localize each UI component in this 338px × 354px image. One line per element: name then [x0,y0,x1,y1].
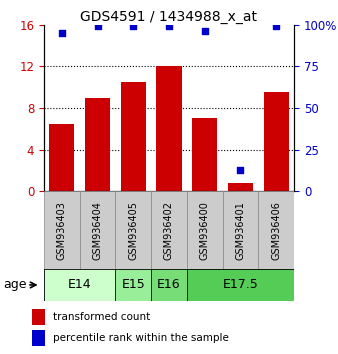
Point [130,24,136,29]
Point [59,30,65,36]
Bar [80,191,115,269]
Text: GSM936402: GSM936402 [164,201,174,259]
Bar [228,183,253,191]
Bar [151,269,187,301]
Text: E17.5: E17.5 [223,279,258,291]
Bar [156,67,182,191]
Point [202,29,208,34]
Text: GSM936403: GSM936403 [57,201,67,259]
Bar [49,124,74,191]
Bar [192,118,217,191]
Bar [264,92,289,191]
Text: E16: E16 [157,279,181,291]
Point [238,167,243,172]
Title: GDS4591 / 1434988_x_at: GDS4591 / 1434988_x_at [80,10,258,24]
Text: percentile rank within the sample: percentile rank within the sample [53,333,229,343]
Point [166,24,172,29]
Point [273,24,279,29]
Bar [85,98,110,191]
Bar [187,191,223,269]
Bar [258,191,294,269]
Text: age: age [3,279,27,291]
Text: GSM936401: GSM936401 [236,201,245,259]
Bar [32,309,45,325]
Text: E14: E14 [68,279,92,291]
Text: GSM936404: GSM936404 [93,201,102,259]
Bar [32,330,45,346]
Bar [187,269,294,301]
Bar [44,269,115,301]
Point [95,24,100,29]
Bar [151,191,187,269]
Bar [115,191,151,269]
Text: transformed count: transformed count [53,312,150,322]
Bar [223,191,258,269]
Bar [115,269,151,301]
Text: GSM936406: GSM936406 [271,201,281,259]
Text: E15: E15 [121,279,145,291]
Bar [44,191,80,269]
Text: GSM936400: GSM936400 [200,201,210,259]
Text: GSM936405: GSM936405 [128,201,138,259]
Bar [121,82,146,191]
